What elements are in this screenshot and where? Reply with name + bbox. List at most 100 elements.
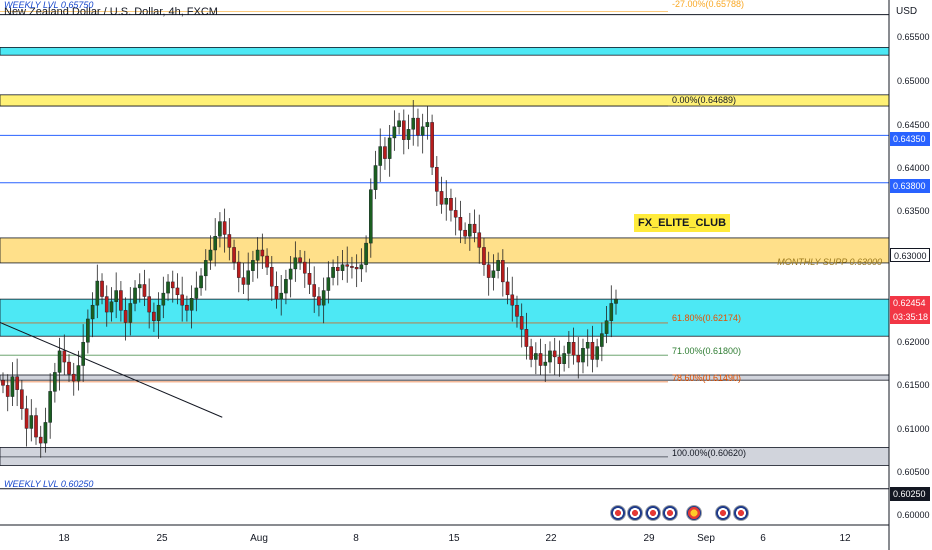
candle-body	[15, 376, 19, 390]
candle-body	[255, 249, 260, 261]
candle-body	[213, 236, 217, 251]
candle-body	[166, 281, 170, 294]
price-tick: 0.61500	[897, 380, 930, 390]
candle-body	[185, 304, 189, 311]
candle-body	[392, 126, 397, 139]
candle-body	[552, 350, 557, 358]
currency-label[interactable]: USD	[896, 6, 918, 17]
candle-body	[284, 279, 288, 294]
symbol-title[interactable]: New Zealand Dollar / U.S. Dollar, 4h, FX…	[4, 6, 218, 18]
candle-body	[416, 117, 420, 136]
candle-body	[218, 221, 222, 237]
candle-body	[453, 210, 458, 218]
candle-body	[449, 198, 453, 211]
candle-body	[364, 242, 368, 265]
candle-body	[199, 275, 203, 289]
candle-body	[175, 287, 180, 296]
candle-body	[312, 284, 317, 297]
date-tick: 22	[545, 533, 557, 544]
candle-body	[585, 342, 590, 349]
price-label-063000: 0.63000	[890, 248, 930, 262]
candle-body	[86, 318, 90, 343]
date-tick: 29	[643, 533, 655, 544]
candle-body	[38, 436, 43, 444]
zone-2	[0, 237, 890, 264]
monthly-support-label: MONTHLY SUPP 0.63000	[777, 257, 882, 267]
candle-body	[387, 137, 392, 159]
club-badge: FX_ELITE_CLUB	[634, 214, 731, 232]
candle-body	[222, 221, 227, 235]
candle-body	[307, 273, 312, 285]
candle-body	[137, 284, 142, 289]
candle-body	[496, 260, 500, 271]
candle-body	[114, 290, 118, 302]
us-event-icon[interactable]	[610, 505, 626, 521]
candle-body	[472, 223, 477, 233]
date-tick: 12	[839, 533, 851, 544]
candle-body	[420, 126, 425, 136]
candle-body	[519, 316, 524, 330]
candle-body	[24, 408, 29, 429]
candle-body	[232, 247, 236, 263]
candle-body	[359, 264, 364, 270]
price-tick: 0.60500	[897, 467, 930, 477]
price-tick: 0.63500	[897, 206, 930, 216]
candle-body	[128, 303, 133, 323]
candle-body	[609, 303, 614, 321]
candle-body	[251, 260, 255, 271]
current-price-label: 0.62454	[890, 296, 930, 310]
date-tick: 15	[448, 533, 460, 544]
price-tick: 0.65500	[897, 32, 930, 42]
candle-body	[402, 120, 406, 140]
economic-events	[610, 505, 749, 523]
candle-body	[354, 267, 359, 270]
us-event-icon[interactable]	[627, 505, 644, 521]
date-tick: Aug	[250, 533, 268, 544]
candle-body	[279, 292, 284, 300]
candle-body	[260, 249, 265, 257]
candle-body	[595, 346, 599, 360]
candle-body	[345, 264, 350, 267]
candle-body	[406, 129, 411, 140]
candle-body	[548, 350, 552, 363]
candle-body	[590, 342, 595, 360]
candle-body	[10, 376, 15, 397]
candle-body	[567, 342, 571, 354]
candle-body	[81, 342, 85, 366]
candle-body	[53, 372, 57, 392]
candle-body	[491, 270, 496, 278]
candle-body	[189, 298, 194, 311]
candle-body	[71, 373, 76, 382]
candle-body	[317, 296, 321, 306]
candle-body	[147, 296, 151, 313]
candle-body	[439, 191, 444, 205]
candle-body	[482, 247, 486, 265]
candle-body	[425, 122, 430, 127]
us-event-icon[interactable]	[732, 505, 749, 521]
candle-body	[383, 146, 387, 159]
price-label-060250: 0.60250	[890, 487, 930, 501]
countdown-label: 03:35:18	[890, 310, 930, 324]
candle-body	[369, 189, 373, 244]
candle-body	[109, 301, 114, 313]
price-tick: 0.60000	[897, 510, 930, 520]
candle-body	[95, 280, 100, 306]
candle-body	[170, 281, 175, 289]
us-event-icon[interactable]	[662, 505, 679, 521]
candle-body	[236, 261, 241, 278]
levels-layer	[0, 10, 889, 490]
candle-body	[57, 350, 62, 373]
candle-body	[180, 294, 184, 306]
nz-event-icon[interactable]	[685, 505, 702, 521]
price-tick: 0.65000	[897, 76, 930, 86]
us-event-icon[interactable]	[644, 505, 661, 521]
us-event-icon[interactable]	[715, 505, 732, 521]
candle-body	[614, 298, 618, 304]
price-label-063800: 0.63800	[890, 179, 930, 193]
candle-body	[142, 284, 147, 297]
candle-body	[340, 264, 345, 271]
candle-body	[203, 260, 208, 277]
date-tick: Sep	[697, 533, 715, 544]
candle-body	[576, 354, 581, 363]
